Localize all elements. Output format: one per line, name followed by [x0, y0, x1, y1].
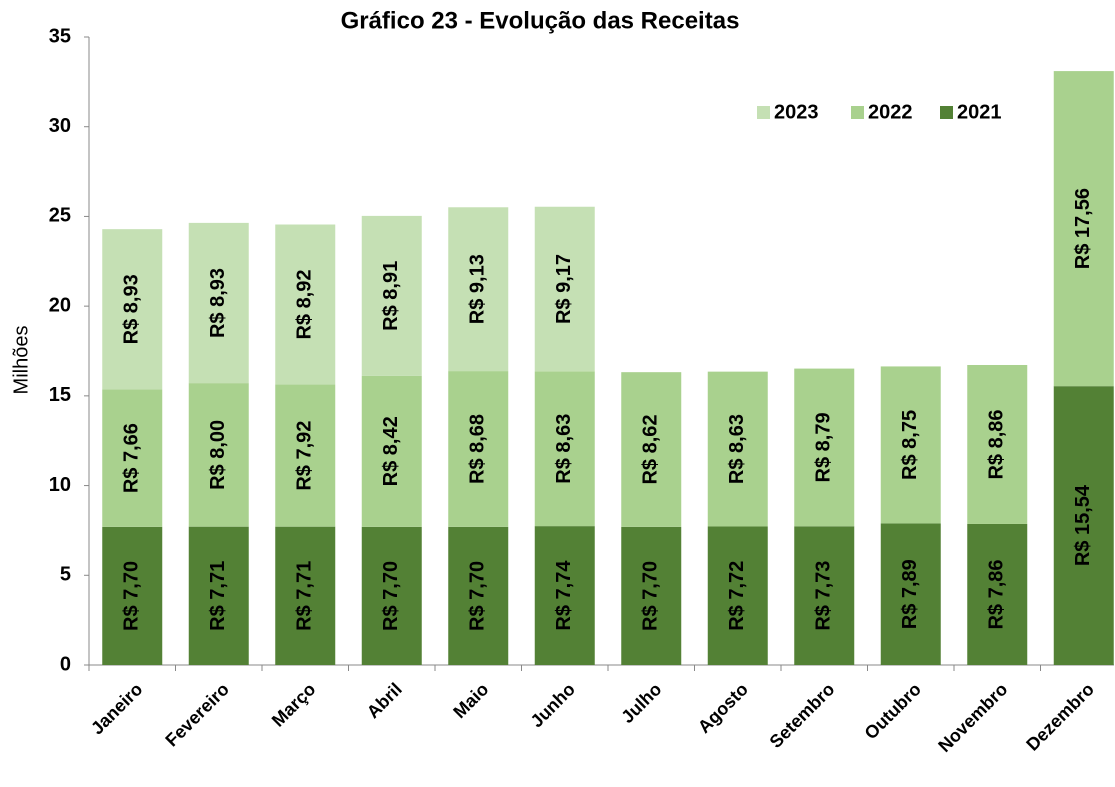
value-label: R$ 8,92	[294, 269, 316, 339]
value-label: R$ 8,68	[467, 414, 489, 484]
bar-segment	[1053, 71, 1114, 387]
value-label: R$ 8,79	[813, 412, 835, 482]
value-label: R$ 8,42	[380, 416, 402, 486]
x-tick-label: Junho	[527, 679, 579, 731]
value-label: R$ 8,00	[207, 420, 229, 490]
bar-segment	[967, 523, 1028, 665]
value-label: R$ 7,72	[726, 561, 748, 631]
bar-segment	[707, 371, 768, 527]
x-tick-label: Outubro	[861, 679, 925, 743]
value-label: R$ 7,70	[121, 561, 143, 631]
x-tick-label: Fevereiro	[161, 679, 232, 750]
chart-title: Gráfico 23 - Evolução das Receitas	[341, 7, 740, 34]
bar-segment	[448, 371, 509, 527]
bar-segment	[707, 526, 768, 665]
bar-segment	[275, 384, 336, 527]
bar-segment	[188, 222, 249, 384]
value-label: R$ 7,70	[467, 561, 489, 631]
value-label: R$ 8,93	[207, 268, 229, 338]
bar-segment	[967, 364, 1028, 524]
bar-segment	[794, 368, 855, 527]
legend-swatch	[757, 106, 770, 119]
bar-segment	[361, 375, 422, 527]
bar-segment	[880, 366, 941, 524]
bar-segment	[102, 389, 163, 527]
value-label: R$ 7,92	[294, 421, 316, 491]
y-tick-label: 30	[49, 115, 71, 137]
bar-segment	[534, 371, 595, 527]
value-label: R$ 8,62	[640, 414, 662, 484]
bar-segment	[448, 526, 509, 665]
x-tick-label: Novembro	[934, 679, 1011, 756]
bar-segment	[188, 383, 249, 527]
x-tick-label: Janeiro	[87, 679, 146, 738]
value-label: R$ 8,75	[899, 410, 921, 480]
legend-label: 2022	[868, 101, 913, 123]
y-tick-label: 5	[60, 564, 71, 586]
value-label: R$ 9,13	[467, 254, 489, 324]
value-label: R$ 8,93	[121, 274, 143, 344]
value-label: R$ 8,86	[986, 409, 1008, 479]
bar-segment	[621, 526, 682, 665]
value-label: R$ 7,70	[640, 561, 662, 631]
value-label: R$ 9,17	[553, 254, 575, 324]
y-tick-label: 35	[49, 25, 71, 47]
legend-swatch	[851, 106, 864, 119]
value-label: R$ 7,89	[899, 559, 921, 629]
value-label: R$ 7,73	[813, 561, 835, 631]
bar-segment	[102, 526, 163, 665]
bar-segment	[448, 207, 509, 372]
value-label: R$ 7,70	[380, 561, 402, 631]
bar-segment	[102, 229, 163, 390]
value-label: R$ 7,74	[553, 560, 575, 631]
value-label: R$ 7,66	[121, 423, 143, 493]
y-tick-label: 20	[49, 294, 71, 316]
value-label: R$ 7,71	[207, 561, 229, 631]
value-label: R$ 15,54	[1072, 484, 1094, 566]
y-tick-label: 15	[49, 384, 71, 406]
bar-segment	[621, 372, 682, 527]
x-tick-label: Setembro	[766, 679, 839, 752]
bar-segment	[188, 526, 249, 665]
x-tick-label: Agosto	[694, 679, 752, 737]
x-tick-label: Maio	[449, 679, 492, 722]
y-tick-label: 25	[49, 205, 71, 227]
y-tick-label: 10	[49, 474, 71, 496]
value-label: R$ 8,63	[553, 414, 575, 484]
value-label: R$ 8,91	[380, 261, 402, 331]
bar-segment	[794, 526, 855, 665]
x-tick-label: Dezembro	[1022, 679, 1098, 755]
x-tick-label: Abril	[363, 679, 406, 722]
bar-segment	[361, 526, 422, 665]
value-label: R$ 7,71	[294, 561, 316, 631]
x-tick-label: Março	[268, 679, 320, 731]
y-tick-label: 0	[60, 653, 71, 675]
legend-label: 2021	[957, 101, 1002, 123]
bar-segment	[275, 526, 336, 665]
legend-swatch	[940, 106, 953, 119]
x-tick-label: Julho	[617, 679, 665, 727]
y-axis-label: Milhões	[10, 326, 32, 395]
bar-segment	[275, 224, 336, 385]
bar-segment	[1053, 386, 1114, 665]
bar-segment	[534, 526, 595, 665]
value-label: R$ 7,86	[986, 559, 1008, 629]
bar-segment	[880, 523, 941, 665]
value-label: R$ 8,63	[726, 414, 748, 484]
value-label: R$ 17,56	[1072, 188, 1094, 269]
bar-segment	[361, 215, 422, 376]
bar-segment	[534, 206, 595, 372]
legend-label: 2023	[774, 101, 819, 123]
